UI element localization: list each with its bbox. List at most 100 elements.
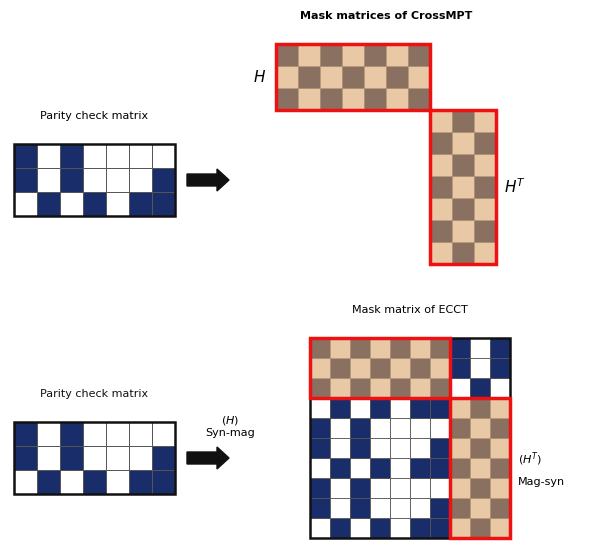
Bar bbox=[320, 44, 342, 66]
Bar bbox=[60, 168, 83, 192]
Bar bbox=[490, 478, 510, 498]
Bar bbox=[350, 458, 370, 478]
Text: Mask matrix of ECCT: Mask matrix of ECCT bbox=[352, 305, 468, 315]
Bar bbox=[450, 518, 470, 538]
Bar bbox=[152, 144, 175, 168]
Bar bbox=[390, 358, 410, 378]
Bar bbox=[152, 168, 175, 192]
FancyArrow shape bbox=[187, 447, 229, 469]
Bar bbox=[430, 518, 450, 538]
Bar bbox=[83, 192, 106, 216]
Bar bbox=[14, 422, 175, 494]
Bar bbox=[370, 518, 390, 538]
Bar bbox=[450, 358, 470, 378]
Bar bbox=[276, 44, 430, 110]
Bar bbox=[410, 398, 430, 418]
Bar bbox=[452, 154, 474, 176]
Bar bbox=[450, 418, 470, 438]
Bar bbox=[430, 176, 452, 198]
Bar bbox=[470, 358, 490, 378]
Bar bbox=[490, 418, 510, 438]
Bar bbox=[452, 198, 474, 220]
Bar bbox=[430, 358, 450, 378]
Bar bbox=[298, 44, 320, 66]
Bar bbox=[390, 498, 410, 518]
Bar bbox=[474, 110, 496, 132]
Bar bbox=[106, 192, 129, 216]
Bar bbox=[430, 498, 450, 518]
Bar bbox=[14, 144, 37, 168]
Bar bbox=[330, 378, 350, 398]
Text: $\mathit{H}^T$: $\mathit{H}^T$ bbox=[504, 177, 526, 197]
Bar bbox=[430, 478, 450, 498]
Bar bbox=[408, 44, 430, 66]
Bar bbox=[83, 144, 106, 168]
Bar bbox=[60, 446, 83, 470]
Bar bbox=[390, 338, 410, 358]
Bar bbox=[390, 418, 410, 438]
Bar bbox=[470, 398, 490, 418]
Bar bbox=[490, 378, 510, 398]
Bar bbox=[129, 144, 152, 168]
Bar bbox=[470, 518, 490, 538]
Bar bbox=[330, 518, 350, 538]
Bar bbox=[129, 446, 152, 470]
Bar bbox=[350, 378, 370, 398]
Bar bbox=[430, 418, 450, 438]
Bar bbox=[490, 398, 510, 418]
Bar bbox=[350, 478, 370, 498]
Bar bbox=[450, 478, 470, 498]
Bar bbox=[450, 398, 510, 538]
Bar bbox=[106, 422, 129, 446]
Bar bbox=[129, 192, 152, 216]
Text: Mask matrices of CrossMPT: Mask matrices of CrossMPT bbox=[300, 11, 472, 21]
Bar bbox=[37, 144, 60, 168]
Bar bbox=[129, 168, 152, 192]
Bar bbox=[370, 358, 390, 378]
Bar bbox=[350, 418, 370, 438]
Bar bbox=[37, 446, 60, 470]
Bar bbox=[452, 176, 474, 198]
Bar bbox=[37, 168, 60, 192]
Bar bbox=[106, 446, 129, 470]
Text: $\mathit{H}$: $\mathit{H}$ bbox=[253, 69, 266, 85]
Bar bbox=[390, 478, 410, 498]
Bar bbox=[410, 438, 430, 458]
Bar bbox=[129, 470, 152, 494]
Bar bbox=[430, 220, 452, 242]
Bar bbox=[370, 378, 390, 398]
Bar bbox=[330, 438, 350, 458]
Bar bbox=[129, 422, 152, 446]
Bar bbox=[390, 458, 410, 478]
FancyArrow shape bbox=[187, 169, 229, 191]
Text: Syn-mag: Syn-mag bbox=[205, 428, 255, 438]
Bar bbox=[430, 110, 496, 264]
Bar bbox=[370, 458, 390, 478]
Bar bbox=[14, 422, 37, 446]
Text: Parity check matrix: Parity check matrix bbox=[40, 111, 149, 121]
Text: Mag-syn: Mag-syn bbox=[518, 477, 565, 487]
Bar bbox=[452, 242, 474, 264]
Bar bbox=[470, 378, 490, 398]
Bar bbox=[430, 338, 450, 358]
Bar bbox=[474, 176, 496, 198]
Bar bbox=[276, 44, 298, 66]
Bar bbox=[410, 458, 430, 478]
Bar bbox=[83, 422, 106, 446]
Bar bbox=[470, 458, 490, 478]
Bar bbox=[330, 338, 350, 358]
Bar bbox=[390, 398, 410, 418]
Bar bbox=[470, 478, 490, 498]
Bar bbox=[330, 358, 350, 378]
Bar bbox=[470, 338, 490, 358]
Bar bbox=[310, 338, 510, 538]
Bar bbox=[14, 192, 37, 216]
Bar bbox=[83, 168, 106, 192]
Bar bbox=[474, 132, 496, 154]
Bar bbox=[330, 418, 350, 438]
Bar bbox=[152, 192, 175, 216]
Bar bbox=[364, 88, 386, 110]
Bar bbox=[370, 338, 390, 358]
Bar bbox=[370, 418, 390, 438]
Bar bbox=[410, 358, 430, 378]
